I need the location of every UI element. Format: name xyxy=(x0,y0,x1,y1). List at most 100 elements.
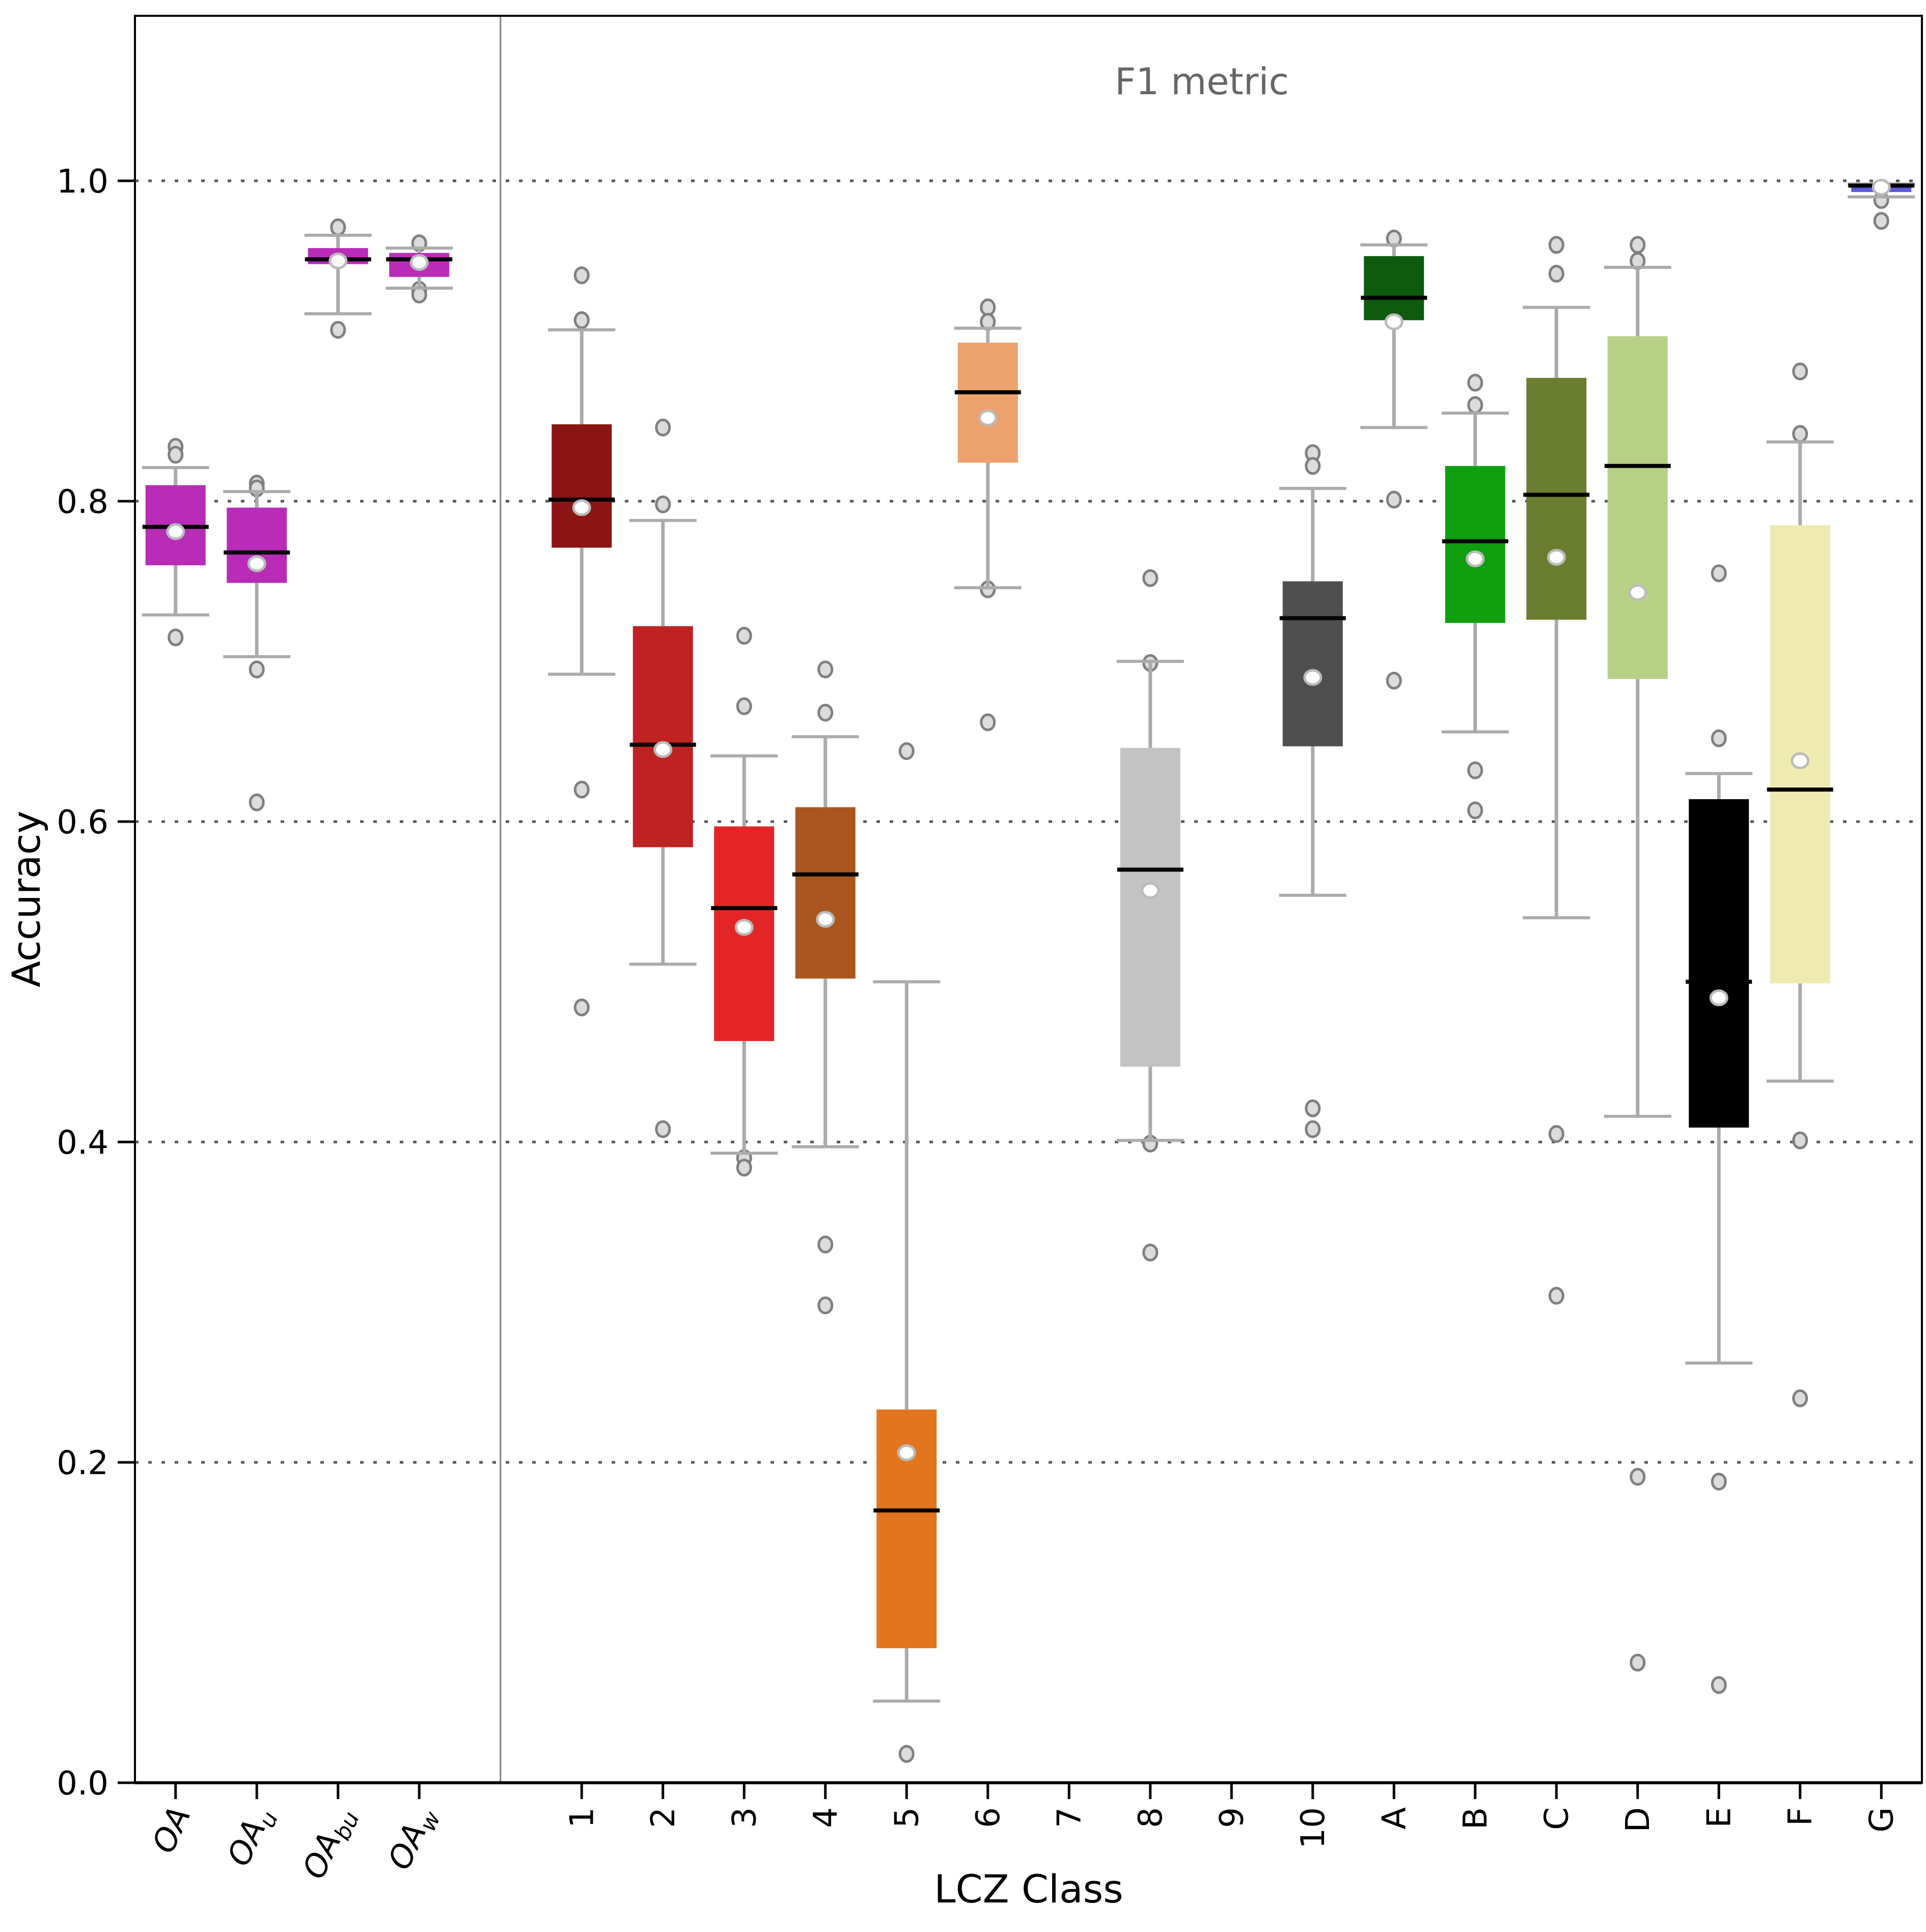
y-tick-label-1.0: 1.0 xyxy=(57,163,108,201)
mean-dot xyxy=(653,741,673,758)
outlier-dot xyxy=(736,697,752,716)
iqr-box xyxy=(795,807,856,979)
mean-dot xyxy=(1384,313,1404,331)
outlier-dot xyxy=(736,627,752,645)
outlier-dot xyxy=(1711,1676,1727,1694)
boxplot-E xyxy=(1685,564,1753,1694)
mean-dot xyxy=(978,409,998,426)
outlier-dot xyxy=(1386,491,1402,509)
outlier-dot xyxy=(817,660,834,678)
x-tick-label-8: 8 xyxy=(1132,1807,1170,1828)
x-tick-label-D: D xyxy=(1619,1807,1657,1832)
box-layer xyxy=(142,179,1915,1763)
outlier-dot xyxy=(817,1296,834,1315)
plot-frame xyxy=(134,15,1923,1784)
mean-dot xyxy=(1141,882,1160,899)
boxplot-8 xyxy=(1116,569,1184,1262)
mean-dot xyxy=(247,555,266,573)
mean-dot xyxy=(1547,549,1566,566)
mean-dot xyxy=(734,919,754,936)
outlier-dot xyxy=(1792,1389,1808,1407)
outlier-dot xyxy=(1467,801,1483,820)
x-tick-label-5: 5 xyxy=(888,1807,926,1828)
iqr-box xyxy=(957,342,1018,463)
x-tick-label-7: 7 xyxy=(1051,1807,1088,1828)
plot-title: F1 metric xyxy=(1115,60,1289,103)
axes-frame-layer xyxy=(134,15,1923,1784)
outlier-dot xyxy=(1630,1467,1646,1486)
x-tick-label-1: 1 xyxy=(563,1807,601,1828)
outlier-dot xyxy=(168,628,184,646)
boxplot-3 xyxy=(710,627,778,1177)
y-tick-label-0.4: 0.4 xyxy=(57,1124,108,1162)
x-tick-label-E: E xyxy=(1700,1807,1738,1828)
outlier-dot xyxy=(330,218,346,236)
outlier-dot xyxy=(655,418,671,437)
boxplot-10 xyxy=(1279,444,1346,1138)
x-tick-label-10: 10 xyxy=(1295,1807,1332,1848)
outlier-dot xyxy=(168,446,184,464)
boxplot-B xyxy=(1441,373,1509,820)
outlier-dot xyxy=(736,1158,752,1177)
outlier-dot xyxy=(1305,1120,1321,1138)
iqr-box xyxy=(1445,466,1505,623)
y-tick-label-0.8: 0.8 xyxy=(57,483,108,521)
x-tick-label-G: G xyxy=(1863,1807,1901,1833)
mean-dot xyxy=(572,499,591,516)
boxplot-6 xyxy=(954,298,1022,731)
iqr-box xyxy=(1364,256,1424,320)
mean-dot xyxy=(897,1444,916,1461)
boxplot-OAw xyxy=(386,234,453,304)
outlier-dot xyxy=(1548,264,1564,283)
outlier-dot xyxy=(655,495,671,513)
outlier-dot xyxy=(898,742,915,760)
boxplot-D xyxy=(1604,236,1671,1672)
boxplot-OA xyxy=(142,438,209,646)
outlier-dot xyxy=(980,298,996,316)
outlier-dot xyxy=(1630,1653,1646,1672)
mean-dot xyxy=(328,252,348,269)
x-tick-label-A: A xyxy=(1375,1807,1413,1830)
outlier-dot xyxy=(1142,1243,1159,1262)
mean-dot xyxy=(1303,669,1323,686)
outlier-dot xyxy=(1792,425,1808,443)
outlier-dot xyxy=(1142,569,1159,587)
y-tick-label-0.0: 0.0 xyxy=(57,1765,108,1803)
boxplot-OAu xyxy=(223,474,291,811)
outlier-dot xyxy=(1873,212,1889,230)
iqr-box xyxy=(1689,799,1749,1128)
y-tick-label-0.6: 0.6 xyxy=(57,804,108,841)
outlier-dot xyxy=(249,793,265,811)
boxplot-5 xyxy=(873,742,941,1763)
x-tick-label-OAbu: OAbu xyxy=(295,1801,365,1886)
iqr-box xyxy=(1607,336,1668,679)
outlier-dot xyxy=(330,320,346,339)
mean-dot xyxy=(816,911,835,928)
mean-dot xyxy=(166,523,185,540)
boxplot-F xyxy=(1766,362,1834,1407)
outlier-dot xyxy=(573,266,590,285)
x-tick-label-9: 9 xyxy=(1213,1807,1251,1828)
mean-dot xyxy=(1628,584,1647,601)
outlier-dot xyxy=(1467,396,1483,414)
outlier-dot xyxy=(1792,1131,1808,1150)
x-tick-label-4: 4 xyxy=(807,1807,845,1828)
outlier-dot xyxy=(1467,761,1483,779)
outlier-dot xyxy=(817,703,834,722)
iqr-box xyxy=(632,626,693,848)
boxplot-A xyxy=(1360,229,1428,690)
mean-dot xyxy=(1466,550,1485,567)
gridline-layer xyxy=(135,16,1922,1783)
mean-dot xyxy=(1791,752,1810,769)
x-tick-label-B: B xyxy=(1457,1807,1495,1830)
boxplot-G xyxy=(1848,179,1915,230)
outlier-dot xyxy=(573,311,590,330)
boxplot-OAbu xyxy=(304,218,372,339)
outlier-dot xyxy=(1711,564,1727,583)
boxplot-4 xyxy=(791,660,859,1315)
x-tick-label-OAu: OAu xyxy=(219,1801,284,1873)
iqr-box xyxy=(1526,377,1587,620)
outlier-dot xyxy=(573,998,590,1017)
outlier-dot xyxy=(1792,362,1808,380)
